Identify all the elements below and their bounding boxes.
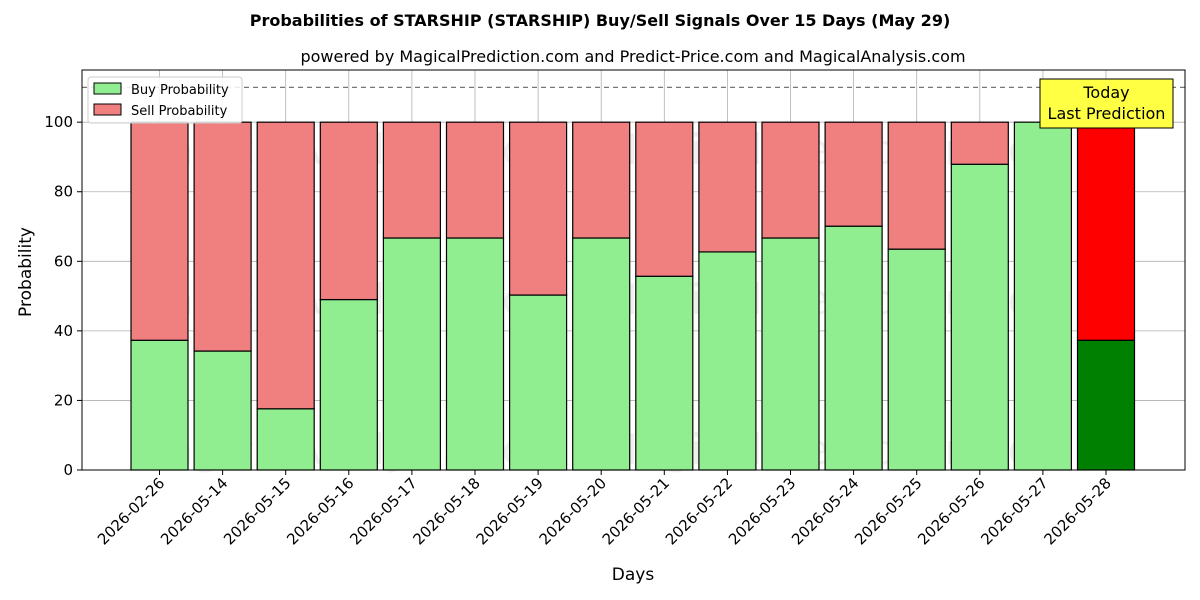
x-tick-label: 2026-02-26 (94, 474, 168, 548)
x-tick-label: 2026-05-22 (662, 474, 736, 548)
buy-bar (1013, 121, 1073, 471)
buy-bar (130, 339, 189, 471)
x-tick-label: 2026-05-25 (851, 474, 925, 548)
y-tick-label: 100 (44, 113, 73, 131)
x-tick-label: 2026-05-17 (346, 474, 420, 548)
sell-bar (698, 121, 757, 253)
plot-frame (81, 69, 1186, 471)
today-annotation-text: Today (1082, 83, 1129, 102)
plot-area: MagicalAnalysis.comMagicalPrediction.com… (44, 69, 1186, 548)
sell-bar (950, 121, 1009, 165)
today-annotation-text: Last Prediction (1048, 104, 1166, 123)
buy-bar (445, 237, 505, 471)
x-axis-label: Days (612, 565, 655, 585)
legend-swatch (93, 82, 122, 95)
sell-bar (130, 121, 189, 341)
legend-box (87, 76, 243, 124)
sell-bar (635, 121, 694, 277)
legend: Buy Probability Sell Probability (87, 76, 243, 124)
x-tick-label: 2026-05-19 (473, 474, 547, 548)
x-tick-label: 2026-05-20 (536, 474, 610, 548)
buy-bar (572, 237, 631, 471)
x-tick-label: 2026-05-15 (220, 474, 294, 548)
buy-bar (509, 294, 568, 471)
y-tick-label: 0 (63, 461, 73, 479)
x-tick-label: 2026-05-18 (409, 474, 483, 548)
buy-bar (698, 251, 757, 471)
x-tick-label: 2026-05-28 (1040, 474, 1114, 548)
buy-bar (761, 237, 820, 471)
sell-bar (193, 121, 252, 352)
sell-bar (761, 121, 820, 239)
x-tick-label: 2026-05-24 (788, 474, 862, 548)
sell-bar (319, 121, 378, 301)
legend-swatch (93, 103, 122, 116)
buy-bar (319, 298, 378, 471)
sell-bar (445, 121, 505, 239)
sell-bar (572, 121, 631, 239)
y-tick-label: 20 (54, 391, 73, 409)
x-tick-label: 2026-05-14 (157, 474, 231, 548)
buy-bar (950, 163, 1009, 471)
buy-bar (256, 408, 315, 471)
y-axis-label: Probability (16, 227, 36, 317)
y-tick-label: 40 (54, 322, 73, 340)
today-annotation-box (1039, 78, 1174, 129)
x-tick-label: 2026-05-26 (914, 474, 988, 548)
buy-bar (824, 225, 883, 471)
sell-bar (1076, 121, 1136, 341)
buy-bar (887, 248, 946, 471)
sell-bar (887, 121, 946, 250)
sell-bar (382, 121, 441, 239)
y-tick-label: 60 (54, 252, 73, 270)
buy-bar (635, 275, 694, 471)
chart-subtitle: powered by MagicalPrediction.com and Pre… (300, 47, 965, 66)
chart-title: Probabilities of STARSHIP (STARSHIP) Buy… (250, 11, 951, 30)
sell-bar (824, 121, 883, 227)
legend-label: Buy Probability (131, 83, 229, 98)
sell-bar (509, 121, 568, 296)
y-tick-label: 80 (54, 183, 73, 201)
buy-bar (1076, 339, 1136, 471)
x-tick-label: 2026-05-27 (977, 474, 1051, 548)
sell-bar (256, 121, 315, 410)
x-tick-label: 2026-05-23 (725, 474, 799, 548)
x-tick-label: 2026-05-16 (283, 474, 357, 548)
buy-bar (193, 350, 252, 471)
x-tick-label: 2026-05-21 (599, 474, 673, 548)
legend-label: Sell Probability (131, 104, 228, 119)
buy-bar (382, 237, 441, 471)
